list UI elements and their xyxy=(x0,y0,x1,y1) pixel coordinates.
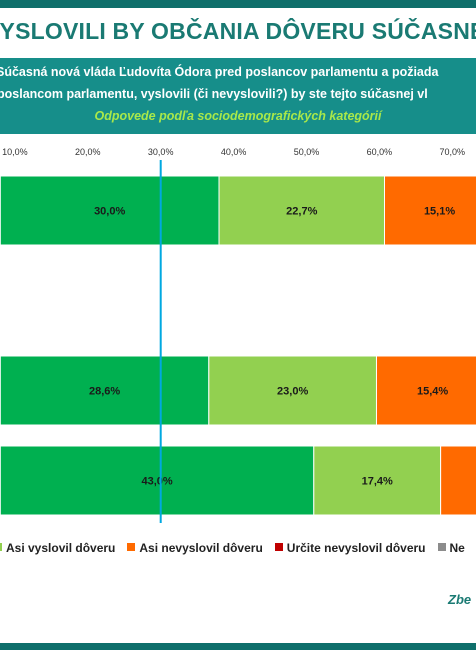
data-label: 22,7% xyxy=(286,206,317,218)
bars: 30,0% 22,7% 15,1% 28,6% 23,0% 15,4% 43,0% 17,4%… xyxy=(0,175,476,516)
legend-swatch xyxy=(0,543,2,551)
question-line-2: poslancom parlamentu, vyslovili (či nevy… xyxy=(0,87,428,101)
legend-label: Ne xyxy=(449,541,465,555)
bar-segment xyxy=(0,175,220,246)
legend-swatch xyxy=(437,543,446,551)
bottom-accent-bar xyxy=(0,643,476,650)
x-tick-label: 40,0% xyxy=(221,147,247,157)
bar-segment xyxy=(440,445,476,516)
legend-swatch xyxy=(274,543,283,551)
bar-row: 28,6% 23,0% 15,4% xyxy=(0,355,476,426)
x-tick-label: 70,0% xyxy=(440,147,466,157)
x-tick-label: 20,0% xyxy=(75,147,101,157)
x-tick-label: 10,0% xyxy=(2,147,28,157)
x-tick-label: 50,0% xyxy=(294,147,320,157)
x-tick-label: 30,0% xyxy=(148,147,174,157)
data-label: 15,1% xyxy=(424,206,455,218)
bar-segment xyxy=(0,445,315,516)
bar-segment xyxy=(375,355,476,426)
legend-label: Určite nevyslovil dôveru xyxy=(286,541,426,555)
bar-segment xyxy=(218,175,386,246)
data-label: 15,4% xyxy=(417,386,448,398)
question-line-1: Súčasná nová vláda Ľudovíta Ódora pred p… xyxy=(0,65,439,79)
data-label: 43,0% xyxy=(141,476,172,488)
stacked-bar-chart: 10,0% 20,0% 30,0% 40,0% 50,0% 60,0% 70,0% 30,0… xyxy=(0,147,476,523)
legend: Asi vyslovil dôveru Asi nevyslovil dôveru… xyxy=(0,541,476,559)
legend-swatch xyxy=(127,543,136,551)
data-label: 30,0% xyxy=(94,206,125,218)
legend-item: Určite nevyslovil dôveru xyxy=(274,541,426,555)
data-label: 28,6% xyxy=(89,386,120,398)
source-note: Zbe xyxy=(448,592,472,607)
top-accent-bar xyxy=(0,0,476,8)
x-axis-ticks: 10,0% 20,0% 30,0% 40,0% 50,0% 60,0% 70,0% xyxy=(2,147,465,157)
legend-label: Asi vyslovil dôveru xyxy=(6,541,116,555)
data-label: 23,0% xyxy=(277,386,308,398)
legend-item: Ne xyxy=(437,541,465,555)
bar-row: 43,0%17,4%14,0% xyxy=(0,445,476,516)
legend-item: Asi vyslovil dôveru xyxy=(0,541,115,555)
bar-row: 30,0% 22,7% 15,1% xyxy=(0,175,476,246)
legend-item: Asi nevyslovil dôveru xyxy=(127,541,263,555)
question-subtitle: Odpovede podľa sociodemografických kateg… xyxy=(94,109,382,123)
bar-segment xyxy=(313,445,442,516)
data-label: 17,4% xyxy=(362,476,393,488)
legend-label: Asi nevyslovil dôveru xyxy=(139,541,263,555)
bar-segment xyxy=(384,175,476,246)
x-tick-label: 60,0% xyxy=(367,147,393,157)
page-title: VYSLOVILI BY OBČANIA DÔVERU SÚČASNEJ VLÁ… xyxy=(0,18,476,44)
question-banner: Súčasná nová vláda Ľudovíta Ódora pred p… xyxy=(0,58,476,134)
